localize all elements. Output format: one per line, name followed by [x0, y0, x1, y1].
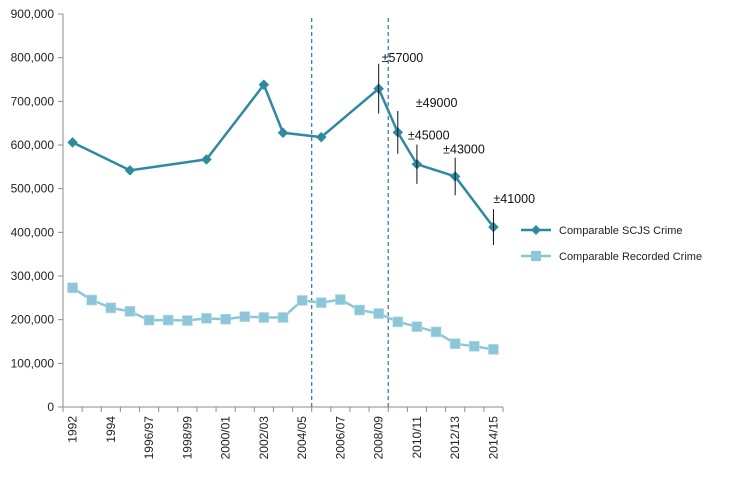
error-bar-label: ±41000	[493, 192, 535, 206]
recorded-point	[162, 314, 174, 326]
recorded-point	[296, 295, 308, 306]
recorded-point	[258, 312, 270, 323]
recorded-point	[488, 344, 499, 355]
recorded-point	[392, 316, 404, 328]
y-tick-label: 700,000	[11, 94, 55, 108]
recorded-point	[67, 282, 78, 294]
recorded-point	[182, 315, 193, 326]
x-tick-label: 1998/99	[180, 416, 194, 460]
recorded-point	[315, 297, 327, 308]
x-tick-label: 1994	[104, 416, 118, 443]
x-tick-label: 2004/05	[295, 416, 309, 460]
legend-label: Comparable Recorded Crime	[559, 251, 702, 263]
x-tick-label: 2008/09	[372, 416, 386, 460]
x-tick-label: 2012/13	[448, 416, 462, 460]
y-tick-label: 600,000	[11, 138, 55, 152]
recorded-point	[469, 341, 480, 352]
recorded-point	[449, 338, 461, 349]
legend-square-marker	[531, 251, 541, 261]
recorded-point	[143, 314, 155, 326]
x-tick-label: 2006/07	[333, 416, 347, 460]
y-tick-label: 900,000	[11, 7, 55, 21]
recorded-point	[277, 312, 289, 323]
legend-diamond-marker	[531, 225, 541, 235]
y-tick-label: 0	[47, 400, 54, 414]
recorded-point	[239, 311, 251, 322]
recorded-point	[373, 308, 384, 319]
y-tick-label: 500,000	[11, 182, 55, 196]
y-tick-label: 800,000	[11, 51, 55, 65]
x-tick-label: 2010/11	[410, 416, 424, 459]
scjs-point	[124, 164, 136, 176]
error-bar-label: ±49000	[416, 96, 458, 110]
recorded-point	[430, 326, 442, 338]
error-bar-label: ±45000	[408, 129, 450, 143]
x-tick-label: 2000/01	[219, 416, 233, 460]
recorded-point	[201, 313, 212, 324]
recorded-point	[411, 321, 423, 332]
y-tick-label: 200,000	[11, 313, 55, 327]
error-bar-label: ±43000	[443, 143, 485, 157]
legend-label: Comparable SCJS Crime	[559, 225, 682, 237]
x-tick-label: 2002/03	[257, 416, 271, 460]
recorded-point	[354, 304, 365, 316]
x-tick-label: 2014/15	[486, 416, 500, 460]
y-tick-label: 400,000	[11, 225, 55, 239]
scjs-point	[67, 137, 78, 148]
x-tick-label: 1992	[66, 416, 80, 443]
recorded-point	[105, 302, 117, 314]
scjs-point	[315, 131, 327, 143]
y-tick-label: 300,000	[11, 269, 55, 283]
recorded-point	[124, 306, 136, 317]
error-bar-label: ±57000	[382, 51, 424, 65]
recorded-point	[86, 294, 97, 306]
recorded-point	[220, 313, 231, 325]
scjs-point	[277, 127, 289, 139]
scjs-point	[258, 79, 270, 91]
scjs-point	[201, 154, 212, 165]
x-tick-label: 1996/97	[142, 416, 156, 460]
y-tick-label: 100,000	[11, 356, 55, 370]
recorded-point	[335, 294, 346, 305]
